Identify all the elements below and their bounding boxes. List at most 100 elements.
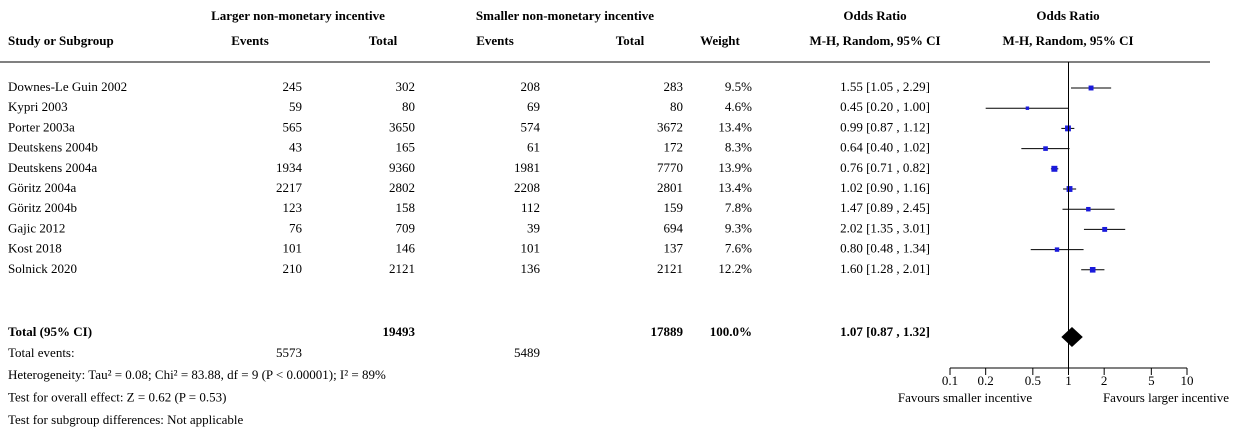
or-square xyxy=(1088,85,1094,91)
ci: 0.80 [0.48 , 1.34] xyxy=(840,241,930,256)
cell: 76 xyxy=(289,220,303,235)
events-header: Events xyxy=(231,33,269,48)
cell: 59 xyxy=(289,99,302,114)
group1-header: Larger non-monetary incentive xyxy=(211,8,385,23)
cell: 9360 xyxy=(389,160,415,175)
ci: 1.47 [0.89 , 2.45] xyxy=(840,200,930,215)
cell: 61 xyxy=(527,140,540,155)
cell: 172 xyxy=(664,140,684,155)
cell: 1934 xyxy=(276,160,303,175)
total-events-label: Total events: xyxy=(8,345,75,360)
favours-right: Favours larger incentive xyxy=(1103,390,1229,405)
footnote: Test for overall effect: Z = 0.62 (P = 0… xyxy=(8,389,226,404)
x-tick-label: 5 xyxy=(1148,373,1155,388)
ci: 2.02 [1.35 , 3.01] xyxy=(840,220,930,235)
cell: 123 xyxy=(283,200,303,215)
cell: 159 xyxy=(664,200,684,215)
cell: 302 xyxy=(396,79,416,94)
x-tick-label: 0.2 xyxy=(978,373,994,388)
cell: 80 xyxy=(670,99,683,114)
events-header: Events xyxy=(476,33,514,48)
or-square xyxy=(1025,106,1030,110)
or-square xyxy=(1065,125,1071,132)
weight: 13.4% xyxy=(718,119,752,134)
cell: 19493 xyxy=(383,324,416,339)
cell: 2121 xyxy=(657,261,683,276)
or-square xyxy=(1089,267,1096,273)
cell: 3672 xyxy=(657,119,683,134)
ci: 0.64 [0.40 , 1.02] xyxy=(840,140,930,155)
cell: 136 xyxy=(521,261,541,276)
cell: 283 xyxy=(664,79,684,94)
weight: 7.8% xyxy=(725,200,752,215)
cell: 694 xyxy=(664,220,684,235)
ci: 1.60 [1.28 , 2.01] xyxy=(840,261,930,276)
x-tick-label: 10 xyxy=(1181,373,1194,388)
cell: 165 xyxy=(396,140,416,155)
or-header: Odds Ratio xyxy=(843,8,906,23)
cell: 39 xyxy=(527,220,540,235)
weight: 8.3% xyxy=(725,140,752,155)
or-square xyxy=(1066,186,1073,192)
cell: 210 xyxy=(283,261,303,276)
cell: 7770 xyxy=(657,160,683,175)
ci: 0.45 [0.20 , 1.00] xyxy=(840,99,930,114)
weight: 13.9% xyxy=(718,160,752,175)
weight: 9.3% xyxy=(725,220,752,235)
study-name: Porter 2003a xyxy=(8,119,75,134)
weight: 7.6% xyxy=(725,241,752,256)
study-name: Gajic 2012 xyxy=(8,220,65,235)
favours-left: Favours smaller incentive xyxy=(898,390,1033,405)
total-diamond xyxy=(1061,327,1083,347)
ci: 0.76 [0.71 , 0.82] xyxy=(840,160,930,175)
study-name: Deutskens 2004b xyxy=(8,140,98,155)
cell: 2208 xyxy=(514,180,540,195)
study-name: Solnick 2020 xyxy=(8,261,77,276)
x-tick-label: 1 xyxy=(1065,373,1072,388)
cell: 3650 xyxy=(389,119,415,134)
cell: 101 xyxy=(521,241,541,256)
weight: 4.6% xyxy=(725,99,752,114)
weight: 9.5% xyxy=(725,79,752,94)
x-tick-label: 0.5 xyxy=(1025,373,1041,388)
cell: 80 xyxy=(402,99,415,114)
group2-header: Smaller non-monetary incentive xyxy=(476,8,654,23)
total-header: Total xyxy=(369,33,398,48)
study-name: Kost 2018 xyxy=(8,241,62,256)
study-name: Deutskens 2004a xyxy=(8,160,97,175)
cell: 2801 xyxy=(657,180,683,195)
cell: 565 xyxy=(283,119,303,134)
cell: 112 xyxy=(521,200,540,215)
weight-header: Weight xyxy=(700,33,740,48)
study-name: Göritz 2004a xyxy=(8,180,76,195)
cell: 2802 xyxy=(389,180,415,195)
footnote: Test for subgroup differences: Not appli… xyxy=(8,412,244,427)
cell: 158 xyxy=(396,200,416,215)
ci: 0.99 [0.87 , 1.12] xyxy=(840,119,930,134)
cell: 1981 xyxy=(514,160,540,175)
ci: 1.02 [0.90 , 1.16] xyxy=(840,180,930,195)
or-square xyxy=(1102,226,1108,232)
study-header: Study or Subgroup xyxy=(8,33,114,48)
cell: 2217 xyxy=(276,180,303,195)
cell: 137 xyxy=(664,241,684,256)
weight: 12.2% xyxy=(718,261,752,276)
cell: 146 xyxy=(396,241,416,256)
cell: 17889 xyxy=(651,324,684,339)
ci: 1.07 [0.87 , 1.32] xyxy=(840,324,930,339)
total-header: Total xyxy=(616,33,645,48)
cell: 69 xyxy=(527,99,540,114)
cell: 208 xyxy=(521,79,541,94)
method-header: M-H, Random, 95% CI xyxy=(809,33,940,48)
cell: 2121 xyxy=(389,261,415,276)
footnote: Heterogeneity: Tau² = 0.08; Chi² = 83.88… xyxy=(8,367,386,382)
cell: 101 xyxy=(283,241,303,256)
cell: 5573 xyxy=(276,345,302,360)
study-name: Göritz 2004b xyxy=(8,200,77,215)
cell: 5489 xyxy=(514,345,540,360)
plot-method-header: M-H, Random, 95% CI xyxy=(1002,33,1133,48)
or-square xyxy=(1051,165,1058,172)
x-tick-label: 0.1 xyxy=(942,373,958,388)
study-name: Downes-Le Guin 2002 xyxy=(8,79,127,94)
